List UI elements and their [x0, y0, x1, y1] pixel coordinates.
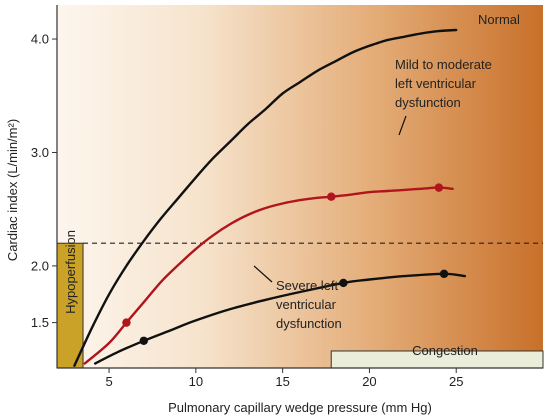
series-line-1 — [73, 28, 458, 367]
congestion-label: Congestion — [412, 343, 478, 358]
mild-label-line-2: left ventricular — [395, 76, 477, 91]
y-tick-label-4: 4.0 — [31, 32, 49, 47]
mild-label-pointer — [398, 115, 407, 136]
hypoperfusion-region — [56, 242, 84, 369]
normal-label: Normal — [478, 12, 520, 27]
severe-label-pointer — [253, 265, 273, 283]
severe-label-line-2: ventricular — [276, 297, 337, 312]
severe-label-line-1: Severe left — [276, 278, 339, 293]
mild-label-line-1: Mild to moderate — [395, 57, 492, 72]
severe-label-line-3: dysfunction — [276, 316, 342, 331]
mild-label-line-3: dysfunction — [395, 95, 461, 110]
series-3-marker-2 — [339, 278, 348, 288]
hypoperfusion-label: Hypoperfusion — [63, 230, 78, 314]
series-2-marker-3 — [434, 183, 444, 192]
x-axis-title: Pulmonary capillary wedge pressure (mm H… — [168, 400, 432, 415]
x-tick-label-20: 20 — [362, 374, 376, 389]
series-line-2 — [83, 186, 454, 365]
series-3-marker-3 — [439, 269, 449, 279]
mild-label: Mild to moderate left ventricular dysfun… — [395, 57, 495, 110]
marker-layer — [122, 183, 449, 345]
x-tick-label-25: 25 — [449, 374, 463, 389]
series-2-marker-1 — [122, 318, 131, 327]
x-ticks: 5 10 15 20 25 — [105, 368, 463, 389]
y-tick-label-1: 1.5 — [31, 315, 49, 330]
severe-label: Severe left ventricular dysfunction — [276, 278, 342, 331]
y-tick-label-2: 2.0 — [31, 258, 49, 273]
y-ticks: 1.5 2.0 3.0 4.0 — [31, 32, 57, 330]
x-tick-label-15: 15 — [275, 374, 289, 389]
series-3-marker-1 — [139, 336, 148, 345]
y-axis-title: Cardiac index (L/min/m²) — [5, 119, 20, 261]
x-tick-label-10: 10 — [189, 374, 203, 389]
x-tick-label-5: 5 — [105, 374, 112, 389]
y-tick-label-3: 3.0 — [31, 145, 49, 160]
series-2-marker-2 — [327, 192, 336, 201]
